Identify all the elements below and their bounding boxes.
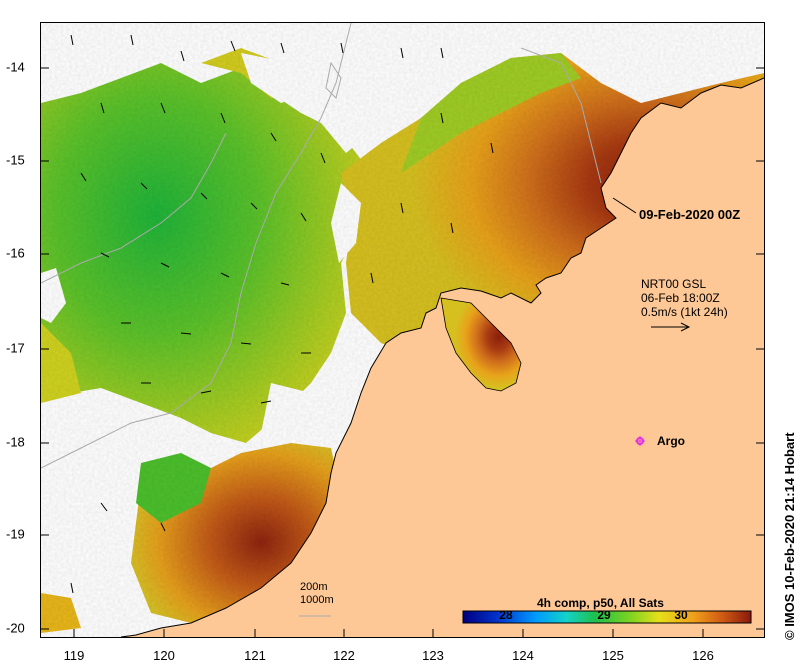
scale-arrow (651, 322, 691, 332)
y-tick--17: -17 (6, 340, 25, 356)
sst-map (41, 23, 764, 637)
y-tick--14: -14 (6, 59, 25, 75)
y-tick--16: -16 (6, 245, 25, 261)
x-tick-121: 121 (244, 648, 266, 663)
frame-ticks (41, 67, 764, 637)
colorbar-title: 4h comp, p50, All Sats (537, 596, 664, 610)
credit-text: © IMOS 10-Feb-2020 21:14 Hobart (782, 432, 797, 640)
current-scale: 0.5m/s (1kt 24h) (641, 305, 728, 319)
argo-label: Argo (657, 434, 685, 448)
current-time: 06-Feb 18:00Z (641, 291, 720, 305)
y-tick--15: -15 (6, 152, 25, 168)
x-tick-119: 119 (63, 648, 85, 663)
date-label: 09-Feb-2020 00Z (639, 207, 741, 222)
x-tick-126: 126 (692, 648, 714, 663)
colorbar-tick-28: 28 (499, 608, 513, 622)
date-pointer (612, 197, 637, 214)
y-tick--20: -20 (6, 620, 25, 636)
y-tick--18: -18 (6, 434, 25, 450)
current-vectors (70, 34, 494, 594)
x-tick-124: 124 (512, 648, 534, 663)
colorbar-tick-30: 30 (674, 608, 688, 622)
x-tick-123: 123 (422, 648, 444, 663)
current-legend: NRT00 GSL 06-Feb 18:00Z 0.5m/s (1kt 24h) (641, 277, 728, 319)
colorbar (462, 610, 752, 624)
depth-200m: 200m (300, 581, 328, 593)
depth-legend: 200m 1000m (300, 581, 334, 607)
map-frame[interactable]: 09-Feb-2020 00Z NRT00 GSL 06-Feb 18:00Z … (40, 22, 765, 638)
colorbar-tick-29: 29 (597, 608, 611, 622)
current-source: NRT00 GSL (641, 277, 707, 291)
y-tick--19: -19 (6, 526, 25, 542)
x-tick-122: 122 (333, 648, 355, 663)
x-tick-125: 125 (602, 648, 624, 663)
coastline (120, 77, 764, 637)
depth-contours (41, 23, 602, 469)
land-mass (121, 78, 764, 637)
argo-marker (635, 436, 645, 446)
bay (441, 298, 521, 391)
depth-1000m: 1000m (300, 594, 334, 606)
x-tick-120: 120 (153, 648, 175, 663)
